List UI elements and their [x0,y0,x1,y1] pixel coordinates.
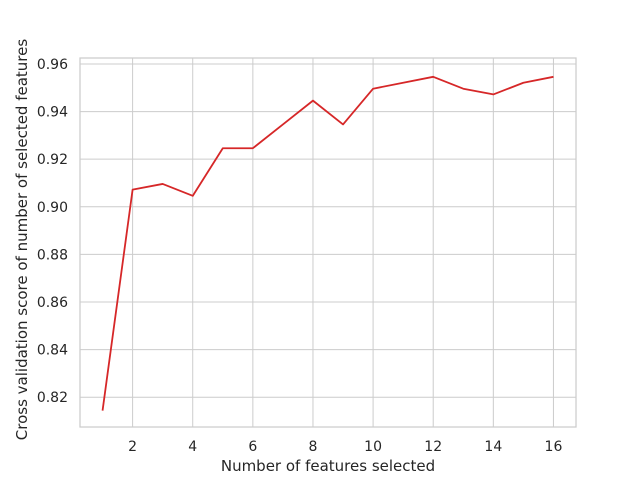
x-tick-label: 4 [188,439,197,455]
y-tick-labels: 0.82 0.84 0.86 0.88 0.90 0.92 0.94 0.96 [37,57,68,406]
x-gridlines [132,58,554,427]
y-tick-label: 0.86 [37,295,68,311]
y-tick-label: 0.92 [37,152,68,168]
y-tick-label: 0.88 [37,247,68,263]
series-layer [101,75,554,411]
x-tick-labels: 2 4 6 8 10 12 14 16 [128,439,562,455]
y-tick-label: 0.96 [37,57,68,73]
x-tick-label: 8 [309,439,318,455]
series-line [101,75,554,411]
y-gridlines [80,63,576,398]
y-axis-label: Cross validation score of number of sele… [13,39,31,441]
x-tick-label: 14 [484,439,502,455]
x-tick-label: 2 [128,439,137,455]
x-tick-label: 16 [545,439,563,455]
x-tick-label: 12 [424,439,442,455]
y-tick-label: 0.82 [37,390,68,406]
x-axis-label: Number of features selected [221,457,435,475]
plot-area-frame [79,57,577,428]
y-tick-label: 0.94 [37,105,68,121]
y-tick-label: 0.90 [37,200,68,216]
x-tick-label: 10 [364,439,382,455]
y-tick-label: 0.84 [37,343,68,359]
x-tick-label: 6 [248,439,257,455]
